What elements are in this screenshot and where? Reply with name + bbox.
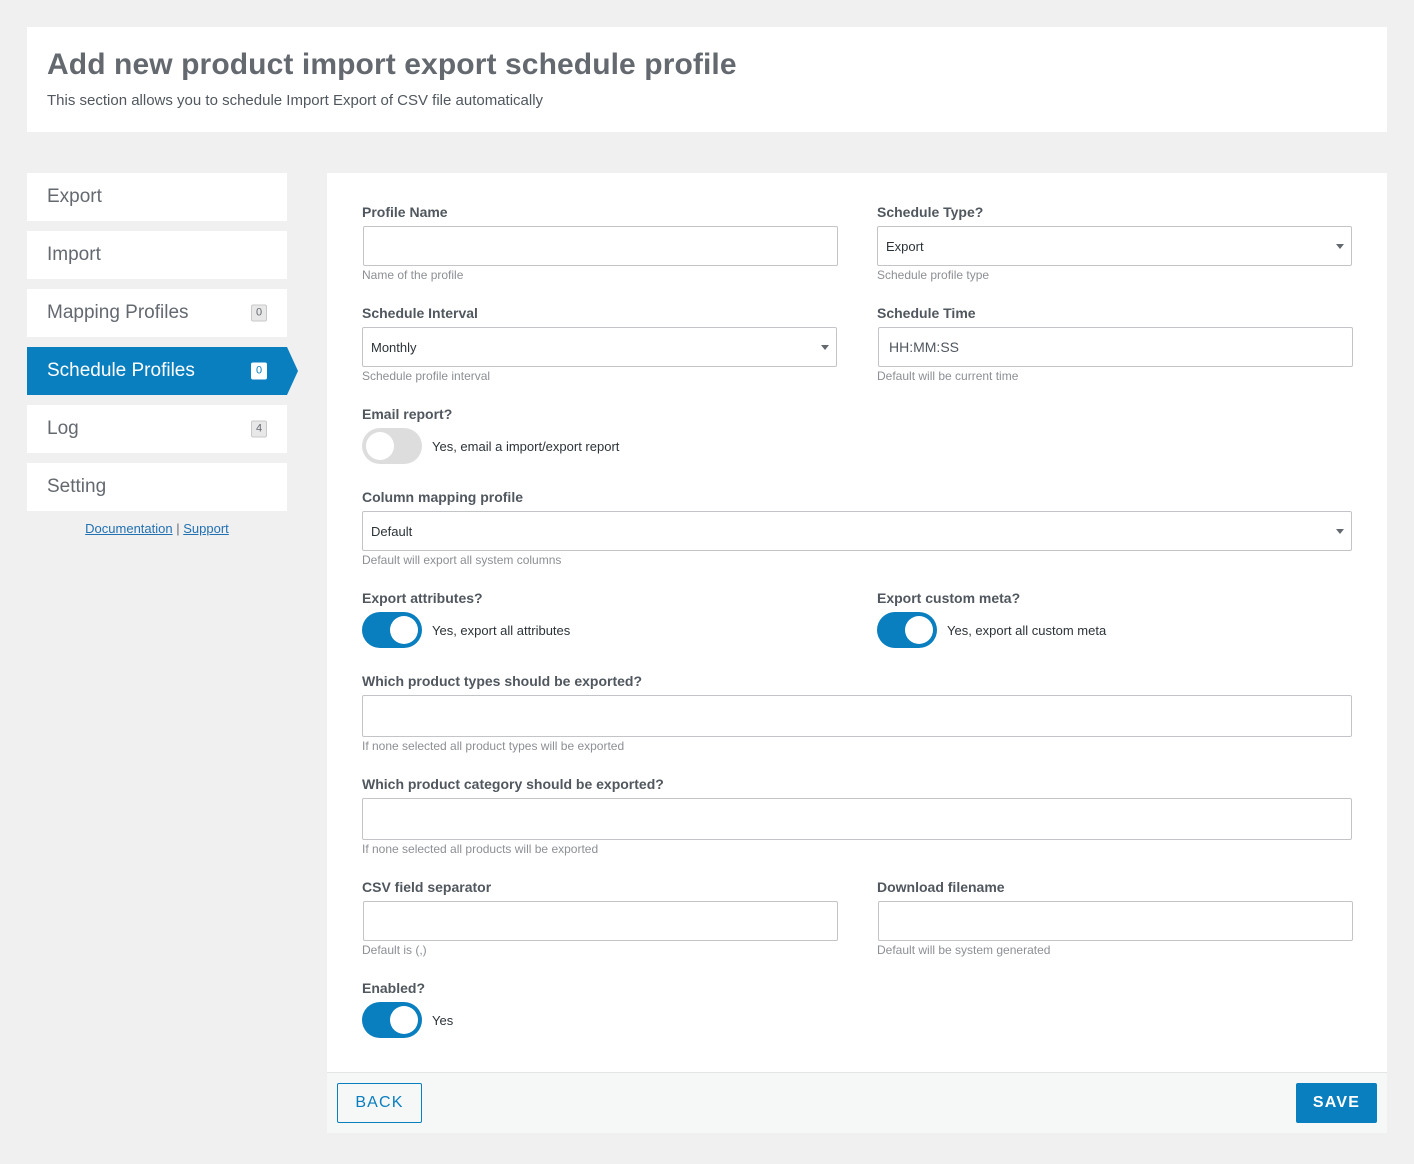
sidebar-item-label: Log	[47, 418, 79, 439]
chevron-down-icon	[821, 345, 829, 350]
column-mapping-help: Default will export all system columns	[362, 553, 562, 567]
toggle-knob	[366, 432, 394, 460]
documentation-link[interactable]: Documentation	[85, 521, 173, 536]
sidebar-item-import[interactable]: Import	[27, 231, 287, 279]
product-category-help: If none selected all products will be ex…	[362, 842, 599, 856]
email-report-text: Yes, email a import/export report	[432, 439, 620, 454]
toggle-knob	[905, 616, 933, 644]
sidebar-item-log[interactable]: Log 4	[27, 405, 287, 453]
csv-separator-label: CSV field separator	[362, 879, 492, 895]
save-button[interactable]: SAVE	[1296, 1083, 1377, 1123]
sidebar-item-label: Export	[47, 186, 102, 207]
product-types-input[interactable]	[362, 695, 1352, 737]
count-badge: 0	[251, 362, 267, 380]
product-types-label: Which product types should be exported?	[362, 673, 643, 689]
count-badge: 0	[251, 304, 267, 322]
schedule-type-help: Schedule profile type	[877, 268, 990, 282]
download-filename-input[interactable]	[878, 901, 1353, 941]
profile-name-label: Profile Name	[362, 204, 448, 220]
toggle-knob	[390, 1006, 418, 1034]
chevron-down-icon	[1336, 244, 1344, 249]
export-attributes-label: Export attributes?	[362, 590, 483, 606]
schedule-interval-label: Schedule Interval	[362, 305, 478, 321]
profile-name-input[interactable]	[363, 226, 838, 266]
schedule-interval-value: Monthly	[371, 339, 417, 355]
enabled-label: Enabled?	[362, 980, 426, 996]
link-separator: |	[176, 521, 180, 536]
export-custom-meta-label: Export custom meta?	[877, 590, 1021, 606]
export-attributes-toggle[interactable]	[362, 612, 422, 648]
page-subtitle: This section allows you to schedule Impo…	[47, 92, 544, 109]
chevron-down-icon	[1336, 529, 1344, 534]
form-panel: Profile Name Name of the profile Schedul…	[327, 173, 1387, 1133]
csv-separator-input[interactable]	[363, 901, 838, 941]
schedule-type-select[interactable]: Export	[877, 226, 1352, 266]
sidebar-item-setting[interactable]: Setting	[27, 463, 287, 511]
page-header: Add new product import export schedule p…	[27, 27, 1387, 132]
sidebar-item-label: Setting	[47, 476, 107, 497]
page-title: Add new product import export schedule p…	[47, 48, 737, 81]
sidebar-item-label: Import	[47, 244, 101, 265]
sidebar-item-label: Mapping Profiles	[47, 302, 189, 323]
toggle-knob	[390, 616, 418, 644]
export-custom-meta-toggle[interactable]	[877, 612, 937, 648]
schedule-type-value: Export	[886, 238, 924, 254]
help-links: Documentation | Support	[27, 521, 287, 536]
form-footer: BACK SAVE	[327, 1072, 1387, 1133]
product-types-help: If none selected all product types will …	[362, 739, 625, 753]
column-mapping-value: Default	[371, 523, 413, 539]
sidebar-item-label: Schedule Profiles	[47, 360, 195, 381]
schedule-interval-help: Schedule profile interval	[362, 369, 491, 383]
back-button[interactable]: BACK	[337, 1083, 422, 1123]
schedule-type-label: Schedule Type?	[877, 204, 984, 220]
schedule-time-help: Default will be current time	[877, 369, 1019, 383]
export-attributes-text: Yes, export all attributes	[432, 623, 571, 638]
schedule-interval-select[interactable]: Monthly	[362, 327, 837, 367]
email-report-toggle[interactable]	[362, 428, 422, 464]
sidebar-item-export[interactable]: Export	[27, 173, 287, 221]
count-badge: 4	[251, 420, 267, 438]
enabled-text: Yes	[432, 1013, 454, 1028]
enabled-toggle[interactable]	[362, 1002, 422, 1038]
column-mapping-select[interactable]: Default	[362, 511, 1352, 551]
column-mapping-label: Column mapping profile	[362, 489, 523, 505]
product-category-input[interactable]	[362, 798, 1352, 840]
sidebar-item-mapping-profiles[interactable]: Mapping Profiles 0	[27, 289, 287, 337]
download-filename-help: Default will be system generated	[877, 943, 1051, 957]
email-report-label: Email report?	[362, 406, 453, 422]
download-filename-label: Download filename	[877, 879, 1005, 895]
profile-name-help: Name of the profile	[362, 268, 464, 282]
export-custom-meta-text: Yes, export all custom meta	[947, 623, 1107, 638]
schedule-time-input[interactable]	[878, 327, 1353, 367]
sidebar-item-schedule-profiles[interactable]: Schedule Profiles 0	[27, 347, 298, 395]
support-link[interactable]: Support	[183, 521, 229, 536]
csv-separator-help: Default is (,)	[362, 943, 427, 957]
product-category-label: Which product category should be exporte…	[362, 776, 664, 792]
schedule-time-label: Schedule Time	[877, 305, 976, 321]
